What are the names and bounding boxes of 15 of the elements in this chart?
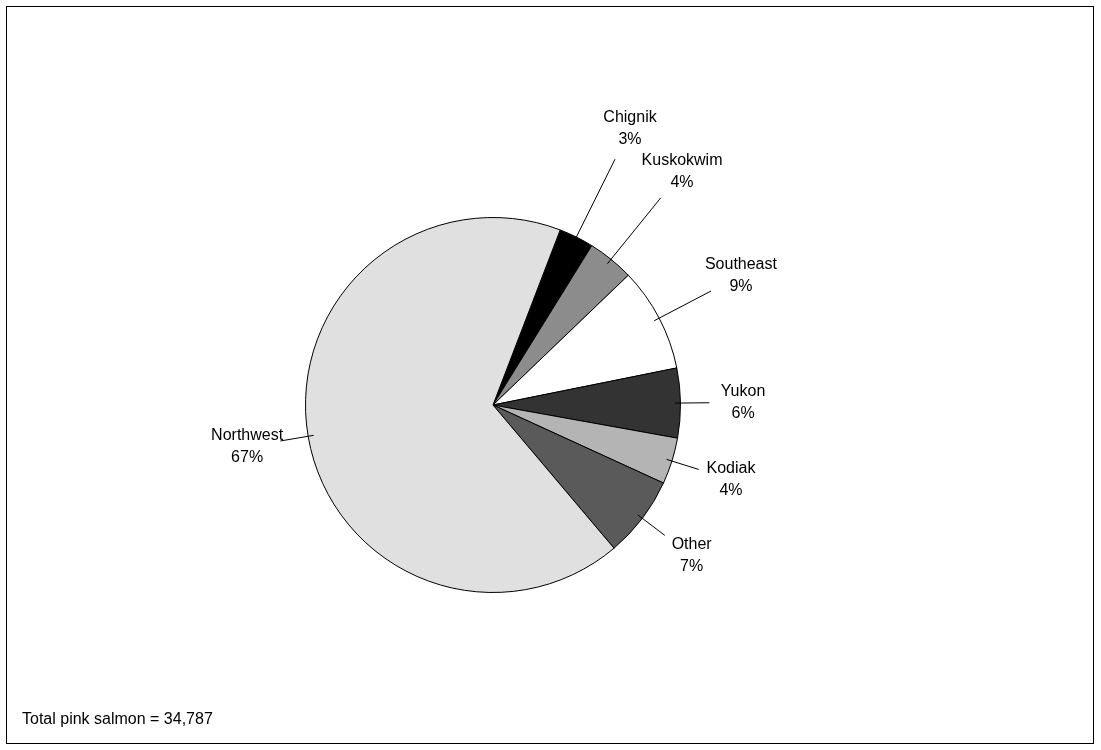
data-label: 4% [670,172,694,190]
text: Total pink salmon = 34,787 [22,710,213,728]
data-label: 67% [231,447,264,465]
slice-label: Northwest [211,425,284,443]
data-label: 7% [680,557,704,575]
slice-label: Kodiak [706,458,757,476]
slice-label: Kuskokwim [641,150,723,168]
data-label: 3% [618,130,642,148]
slice-label: Other [671,535,713,553]
slice-label: Chignik [603,108,658,126]
data-label: 4% [719,480,743,498]
data-label: 6% [731,403,755,421]
slice-label: Yukon [720,381,766,399]
slice-label: Southeast [704,254,778,272]
data-label: 9% [729,276,753,294]
